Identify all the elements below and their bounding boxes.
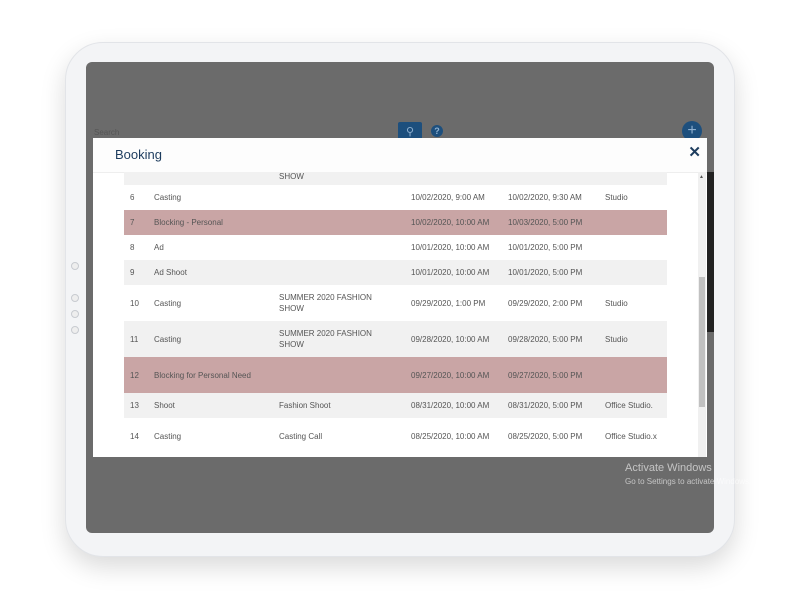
cell-type: Casting: [154, 193, 182, 202]
background-image: [706, 172, 714, 332]
cell-end: 09/29/2020, 2:00 PM: [508, 298, 583, 308]
table-row[interactable]: 12 Blocking for Personal Need 09/27/2020, …: [124, 357, 667, 393]
table-row[interactable]: 9 Ad Shoot 10/01/2020, 10:00 AM 10/01/2020,…: [124, 260, 667, 285]
cell-type: Casting: [154, 431, 182, 441]
cell-num: 7: [130, 218, 135, 227]
side-button: [71, 310, 79, 318]
cell-num: 13: [130, 401, 139, 410]
cell-loc: Office Studio.x: [605, 431, 657, 441]
scrollbar[interactable]: ▲: [698, 172, 706, 457]
close-icon[interactable]: ✕: [688, 144, 701, 161]
cell-loc: Studio: [605, 193, 628, 202]
cell-start: 08/25/2020, 10:00 AM: [411, 431, 490, 441]
table-row[interactable]: 14 Casting Casting Call 08/25/2020, 10:00 A…: [124, 418, 667, 454]
table-row[interactable]: 11 Casting SUMMER 2020 FASHION SHOW 09/28/2…: [124, 321, 667, 357]
cell-type: Blocking for Personal Need: [154, 370, 251, 380]
cell-start: 08/31/2020, 10:00 AM: [411, 401, 490, 410]
cell-num: 11: [130, 334, 139, 344]
cell-end: 09/28/2020, 5:00 PM: [508, 334, 583, 344]
table-row[interactable]: 6 Casting 10/02/2020, 9:00 AM 10/02/2020, 9…: [124, 185, 667, 210]
cell-type: Shoot: [154, 401, 175, 410]
watermark-title: Activate Windows: [625, 462, 712, 474]
plus-icon[interactable]: +: [682, 121, 702, 141]
cell-loc: Studio: [605, 298, 628, 308]
cell-type: Casting: [154, 334, 182, 344]
background-search-label: Search: [94, 128, 120, 137]
cell-type: Casting: [154, 298, 182, 308]
cell-desc: SUMMER 2020 FASHION SHOW: [279, 329, 372, 349]
watermark-subtitle: Go to Settings to activate Windows.: [625, 477, 752, 486]
table-row[interactable]: SHOW: [124, 172, 667, 185]
table-row[interactable]: 13 Shoot Fashion Shoot 08/31/2020, 10:00 AM…: [124, 393, 667, 418]
table-row[interactable]: 8 Ad 10/01/2020, 10:00 AM 10/01/2020, 5:00 …: [124, 235, 667, 260]
side-button: [71, 326, 79, 334]
question-icon[interactable]: ?: [431, 125, 443, 137]
modal-header: Booking ✕: [93, 138, 707, 173]
booking-table: SHOW 6 Casting 10/02/2020, 9:00 AM 10/02/202…: [93, 172, 698, 457]
cell-desc: SUMMER 2020 FASHION SHOW: [279, 293, 372, 313]
cell-num: 10: [130, 298, 139, 308]
cell-start: 10/01/2020, 10:00 AM: [411, 243, 490, 252]
scroll-up-icon[interactable]: ▲: [699, 174, 704, 180]
cell-loc: Studio: [605, 334, 628, 344]
cell-end: 10/01/2020, 5:00 PM: [508, 268, 583, 277]
cell-start: 10/02/2020, 10:00 AM: [411, 218, 490, 227]
cell-end: 10/01/2020, 5:00 PM: [508, 243, 583, 252]
table-row[interactable]: 10 Casting SUMMER 2020 FASHION SHOW 09/29/2…: [124, 285, 667, 321]
cell-start: 10/02/2020, 9:00 AM: [411, 193, 485, 202]
cell-type: Ad: [154, 243, 164, 252]
cell-start: 09/29/2020, 1:00 PM: [411, 298, 486, 308]
cell-type: Blocking - Personal: [154, 218, 223, 227]
cell-desc: Casting Call: [279, 431, 323, 441]
booking-modal: Booking ✕ SHOW 6 Casting 10/02/2020, 9:00 A…: [93, 138, 707, 457]
cell-num: 14: [130, 431, 139, 441]
cell-desc: Fashion Shoot: [279, 401, 331, 410]
cell-end: 08/25/2020, 5:00 PM: [508, 431, 583, 441]
modal-title: Booking: [115, 147, 162, 162]
cell-start: 09/27/2020, 10:00 AM: [411, 370, 490, 380]
cell-end: 10/02/2020, 9:30 AM: [508, 193, 582, 202]
cell-desc: SHOW: [279, 172, 304, 181]
table-row[interactable]: 7 Blocking - Personal 10/02/2020, 10:00 AM…: [124, 210, 667, 235]
cell-num: 9: [130, 268, 135, 277]
cell-num: 12: [130, 370, 139, 380]
side-button: [71, 262, 79, 270]
cell-num: 6: [130, 193, 135, 202]
cell-end: 08/31/2020, 5:00 PM: [508, 401, 583, 410]
cell-loc: Office Studio.: [605, 401, 653, 410]
cell-end: 10/03/2020, 5:00 PM: [508, 218, 583, 227]
search-icon[interactable]: ⚲: [398, 122, 422, 142]
cell-num: 8: [130, 243, 135, 252]
cell-start: 10/01/2020, 10:00 AM: [411, 268, 490, 277]
cell-start: 09/28/2020, 10:00 AM: [411, 334, 490, 344]
cell-type: Ad Shoot: [154, 268, 187, 277]
side-button: [71, 294, 79, 302]
cell-end: 09/27/2020, 5:00 PM: [508, 370, 583, 380]
scrollbar-thumb[interactable]: [699, 277, 705, 407]
